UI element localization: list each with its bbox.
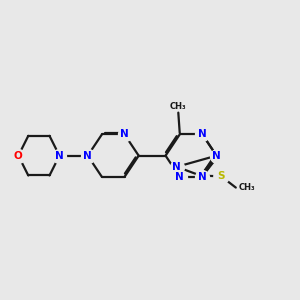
- Text: N: N: [175, 172, 184, 182]
- Text: N: N: [120, 129, 129, 140]
- Text: N: N: [55, 151, 64, 161]
- Text: S: S: [217, 171, 225, 181]
- Text: N: N: [198, 129, 207, 140]
- Text: N: N: [83, 151, 92, 161]
- Text: N: N: [198, 172, 207, 182]
- Text: N: N: [212, 151, 221, 161]
- Text: O: O: [14, 151, 23, 161]
- Text: N: N: [172, 162, 181, 172]
- Text: CH₃: CH₃: [238, 183, 255, 192]
- Text: CH₃: CH₃: [170, 102, 187, 111]
